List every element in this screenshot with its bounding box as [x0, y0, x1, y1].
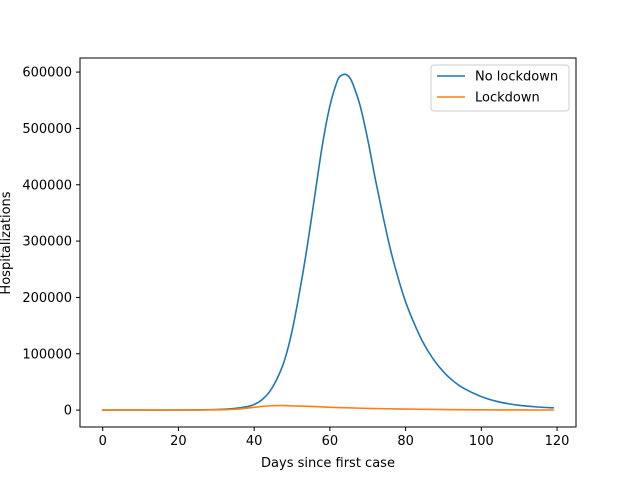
y-axis-label: Hospitalizations — [0, 191, 14, 294]
x-tick-label: 20 — [170, 434, 187, 449]
series-lines — [101, 73, 555, 411]
y-tick-label: 0 — [64, 404, 72, 419]
y-tick-label: 400000 — [22, 178, 72, 193]
x-tick-label: 40 — [246, 434, 263, 449]
plot-area-frame — [79, 57, 577, 428]
y-axis: 0 100000 200000 300000 400000 500000 600000 — [22, 66, 80, 419]
x-axis: 0 20 40 60 80 100 120 — [99, 427, 570, 449]
legend-label: Lockdown — [475, 91, 540, 106]
legend-box — [430, 64, 570, 112]
y-tick-label: 600000 — [22, 66, 72, 81]
legend-label: No lockdown — [475, 70, 558, 85]
x-tick-label: 60 — [322, 434, 339, 449]
x-axis-label: Days since first case — [261, 456, 395, 471]
x-tick-label: 100 — [469, 434, 494, 449]
x-tick-label: 0 — [99, 434, 107, 449]
x-tick-label: 80 — [397, 434, 414, 449]
series-line-lockdown — [101, 404, 555, 411]
y-tick-label: 100000 — [22, 347, 72, 362]
y-tick-label: 500000 — [22, 122, 72, 137]
x-tick-label: 120 — [545, 434, 570, 449]
y-tick-label: 300000 — [22, 235, 72, 250]
legend: No lockdown Lockdown — [430, 64, 570, 112]
series-line-no-lockdown — [101, 73, 555, 411]
y-tick-label: 200000 — [22, 291, 72, 306]
